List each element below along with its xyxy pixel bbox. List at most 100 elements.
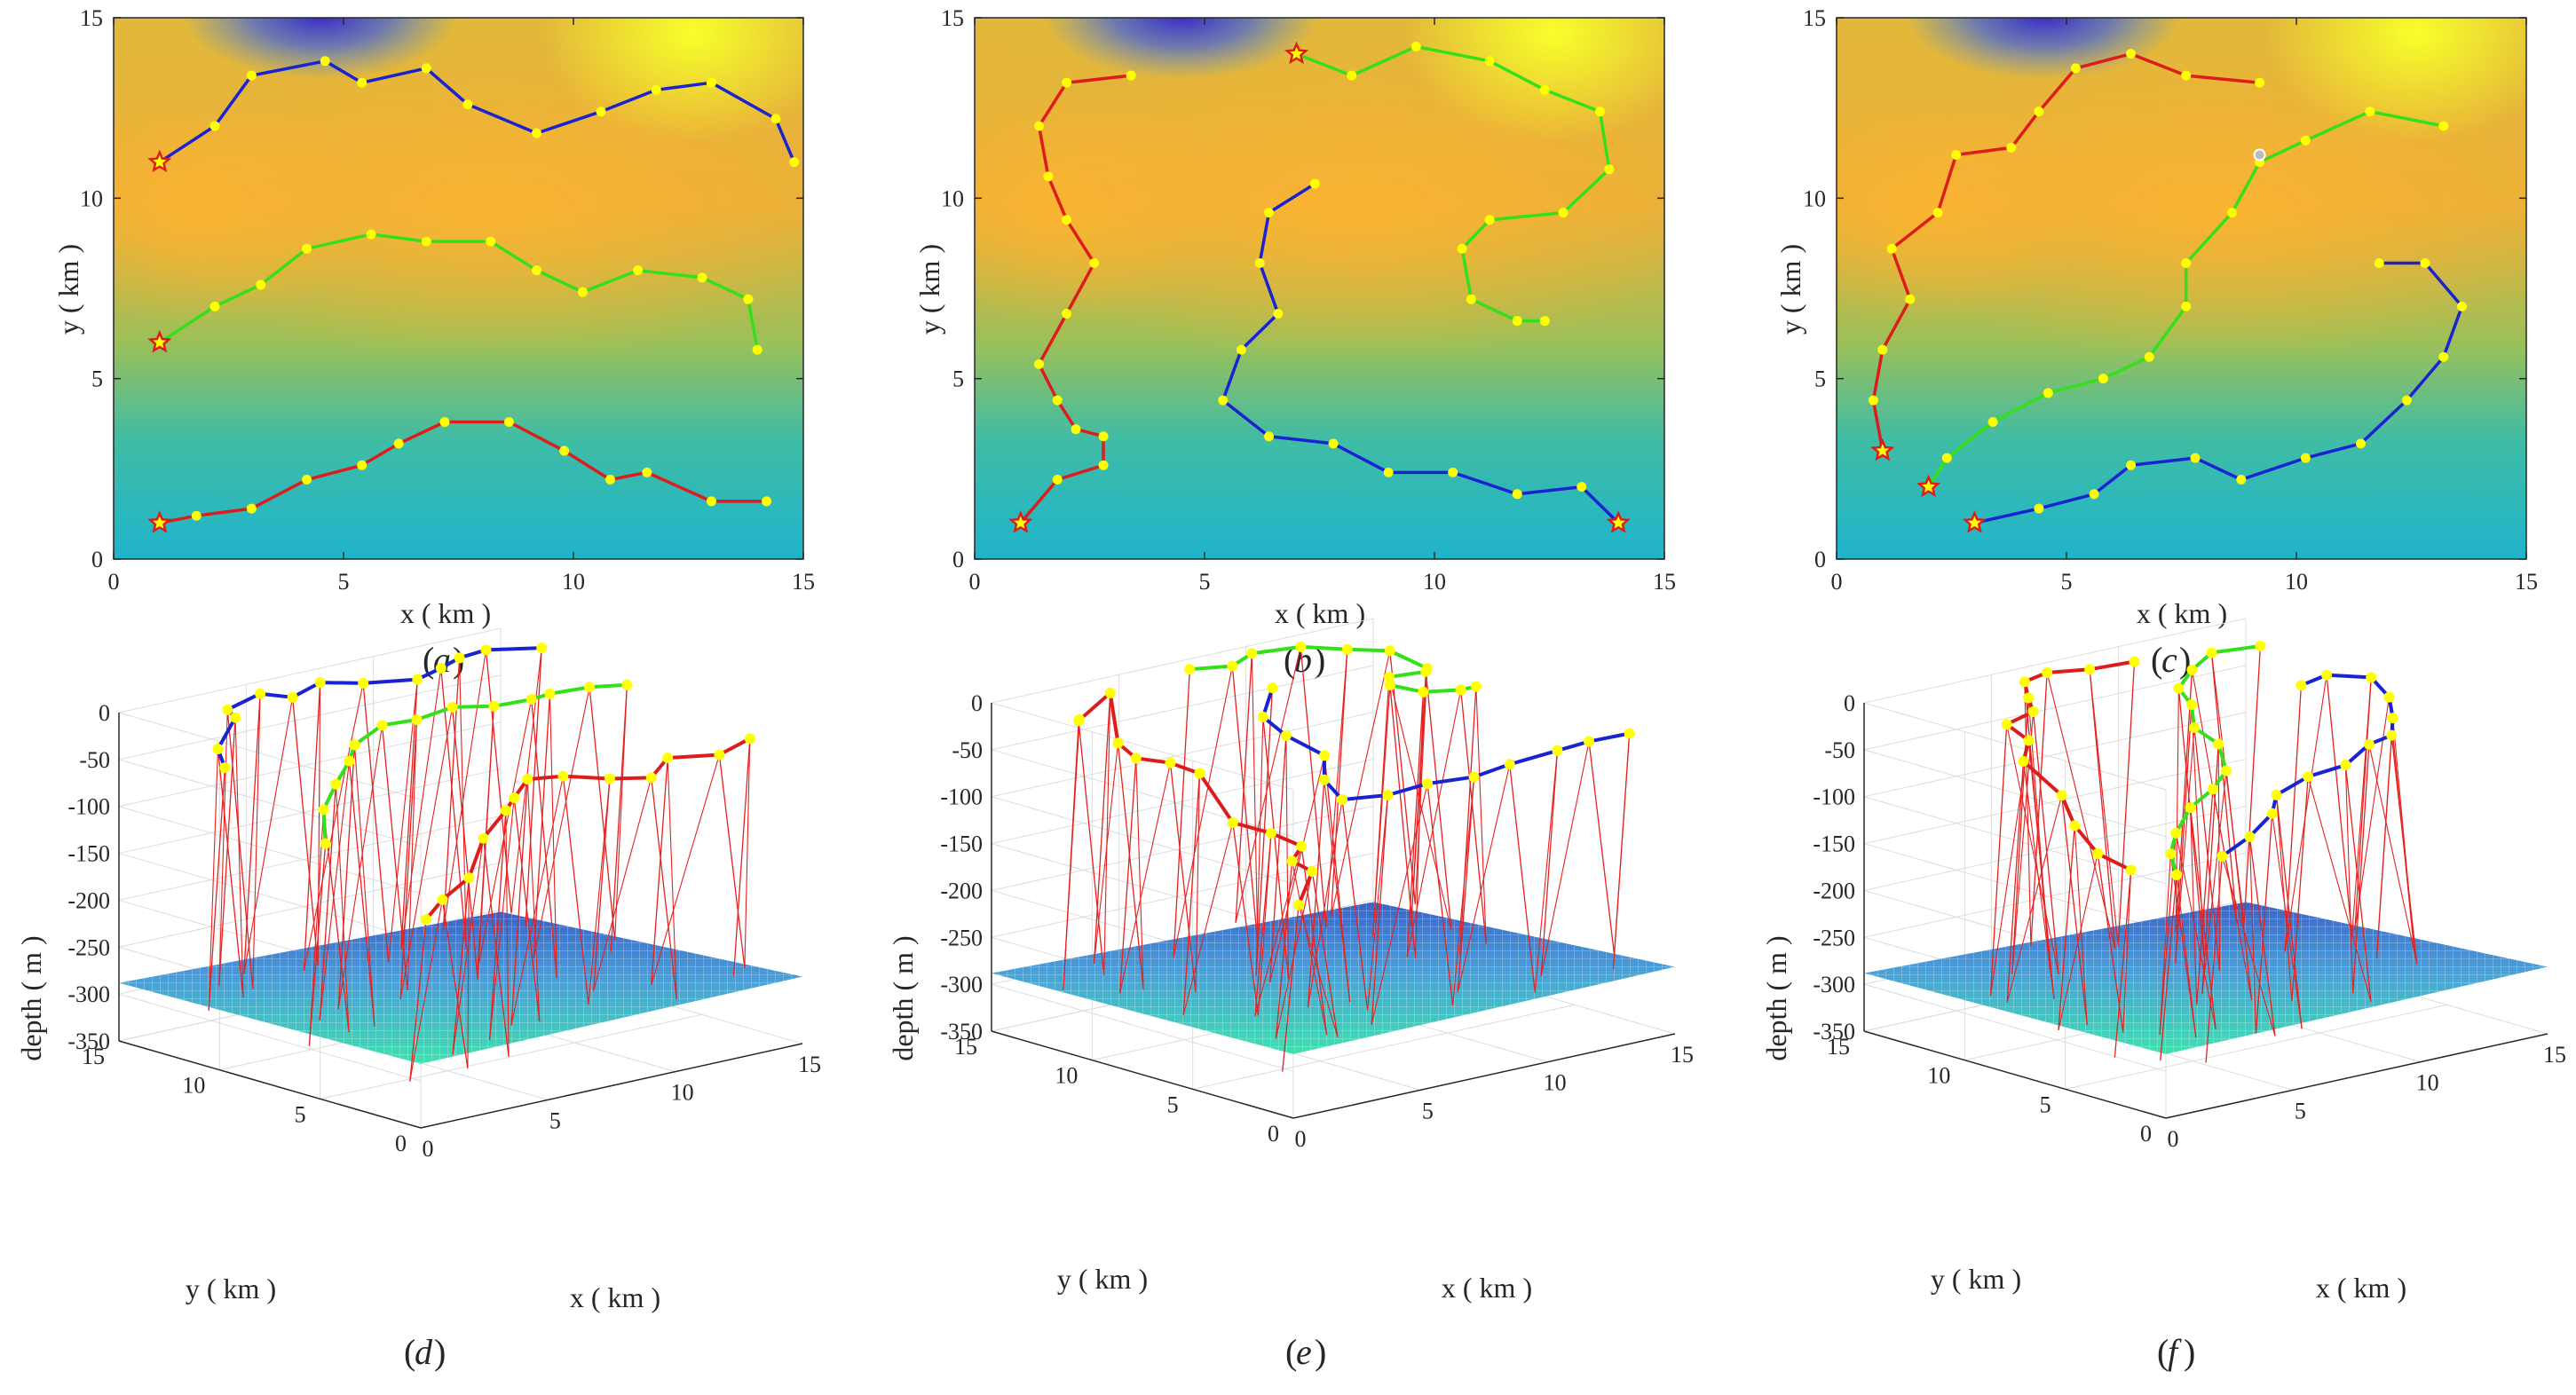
blue-drop-line [1371,794,1389,1025]
green-waypoint-3d [1227,660,1238,672]
blue-waypoint-3d [1337,794,1348,806]
grid-line [991,665,1374,751]
red-drop-line [1292,861,1328,1036]
panel-a-caption-open: ( [423,640,434,680]
panel-a-ylabel: y ( km ) [52,244,84,335]
grid-line [118,674,502,761]
red-drop-line [2058,853,2098,1031]
blue-drop-line [1371,783,1428,1026]
red-waypoint [1877,344,1888,355]
blue-waypoint-3d [358,677,369,689]
y-tick-label: 15 [1803,5,1826,31]
blue-waypoint-3d [1319,750,1331,761]
red-waypoint-3d [744,733,755,745]
heatmap-field [1837,18,2526,559]
blue-drop-line [218,709,228,987]
blue-waypoint-3d [1318,774,1330,785]
green-waypoint-3d [2213,738,2224,750]
grid-line [1863,805,2247,891]
seabed-surface-mesh [119,911,802,1064]
z-tick-label: -300 [1813,972,1855,997]
green-waypoint-3d [621,679,633,690]
z-tick-label: -150 [1813,831,1855,857]
panel-e-xlabel: x ( km ) [1442,1272,1532,1304]
blue-drop-line [243,697,294,974]
green-drop-line [1235,646,1301,923]
red-waypoint-3d [1165,757,1176,768]
red-drop-line [593,777,652,991]
blue-drop-line [525,648,542,927]
blue-waypoint-3d [230,712,241,723]
panel-d: 0 -50 -100 -150 -200 -250 -300 -350 0 5 10 15 0 5 10 15… [15,627,821,1372]
green-drop-line [1330,650,1391,918]
red-drop-line [1195,773,1200,992]
blue-waypoint [2401,395,2412,406]
red-drop-line [1093,692,1111,964]
z-tick-label: -100 [67,794,110,820]
grid-line [1863,749,2167,838]
blue-waypoint-3d [1267,682,1278,694]
z-tick-label: -150 [940,831,983,857]
panel-d-trajectories [208,642,755,1082]
green-waypoint-3d [1455,684,1466,696]
red-waypoint [1098,460,1109,470]
start-star [1606,510,1631,533]
panel-e-caption: e [1296,1332,1312,1372]
y-tick-label: 0 [952,547,964,572]
red-drop-line [718,754,746,968]
blue-waypoint [770,114,781,124]
red-waypoint [1034,121,1045,131]
grid-line [118,862,502,948]
red-waypoint [2181,70,2192,81]
green-trajectory-3d [321,682,628,844]
green-waypoint-3d [1384,679,1395,690]
red-waypoint [604,475,615,485]
y-tick-label: 5 [295,1101,306,1127]
red-drop-line [510,779,528,1026]
x-tick-label: 5 [1422,1098,1434,1123]
red-waypoint-3d [437,894,448,905]
blue-waypoint-3d [1280,729,1292,741]
red-drop-line [1135,758,1144,989]
y-tick-label: 10 [1055,1063,1078,1089]
panel-d-ticks: 0 -50 -100 -150 -200 -250 -300 -350 0 5 10 15 0 5 10 15 [67,700,821,1162]
blue-waypoint-3d [2386,729,2398,741]
green-waypoint [2438,121,2449,131]
panel-e: 0 -50 -100 -150 -200 -250 -300 -350 0 5 10 15 0 5 10 15… [887,618,1694,1372]
green-drop-line [2175,727,2195,964]
green-waypoint-3d [2186,664,2198,675]
blue-drop-line [291,697,319,965]
grid-line [118,759,422,847]
blue-drop-line [1324,755,1351,1003]
blue-drop-line [1509,764,1536,993]
red-drop-line [2089,669,2116,949]
green-waypoint-3d [2185,698,2197,710]
panel-e-caption-open: ( [1285,1332,1297,1372]
blue-waypoint-3d [480,644,492,656]
x-tick-label: 5 [549,1107,561,1133]
red-waypoint-3d [1104,687,1116,698]
panel-d-xlabel: x ( km ) [570,1281,660,1313]
blue-waypoint [2089,489,2099,500]
heatmap-cold-zone [182,18,459,80]
red-waypoint [706,496,716,507]
z-tick-label: -50 [79,747,110,773]
blue-drop-line [1534,750,1559,993]
blue-drop-line [317,682,321,965]
x-tick-label: 0 [1831,569,1843,595]
blue-drop-line [303,682,321,971]
green-waypoint [1466,294,1476,304]
green-drop-line [319,761,351,1021]
panel-e-seabed-surface [992,902,1675,1054]
green-waypoint [2043,388,2053,398]
green-waypoint-3d [376,720,388,731]
red-waypoint-3d [662,753,674,764]
red-drop-line [2114,870,2132,1058]
green-drop-line [308,843,327,1046]
green-drop-line [610,684,628,953]
axes-box [1836,17,2527,560]
blue-waypoint-3d [1504,759,1515,770]
red-drop-line [2046,672,2116,949]
grid-line [118,853,422,942]
